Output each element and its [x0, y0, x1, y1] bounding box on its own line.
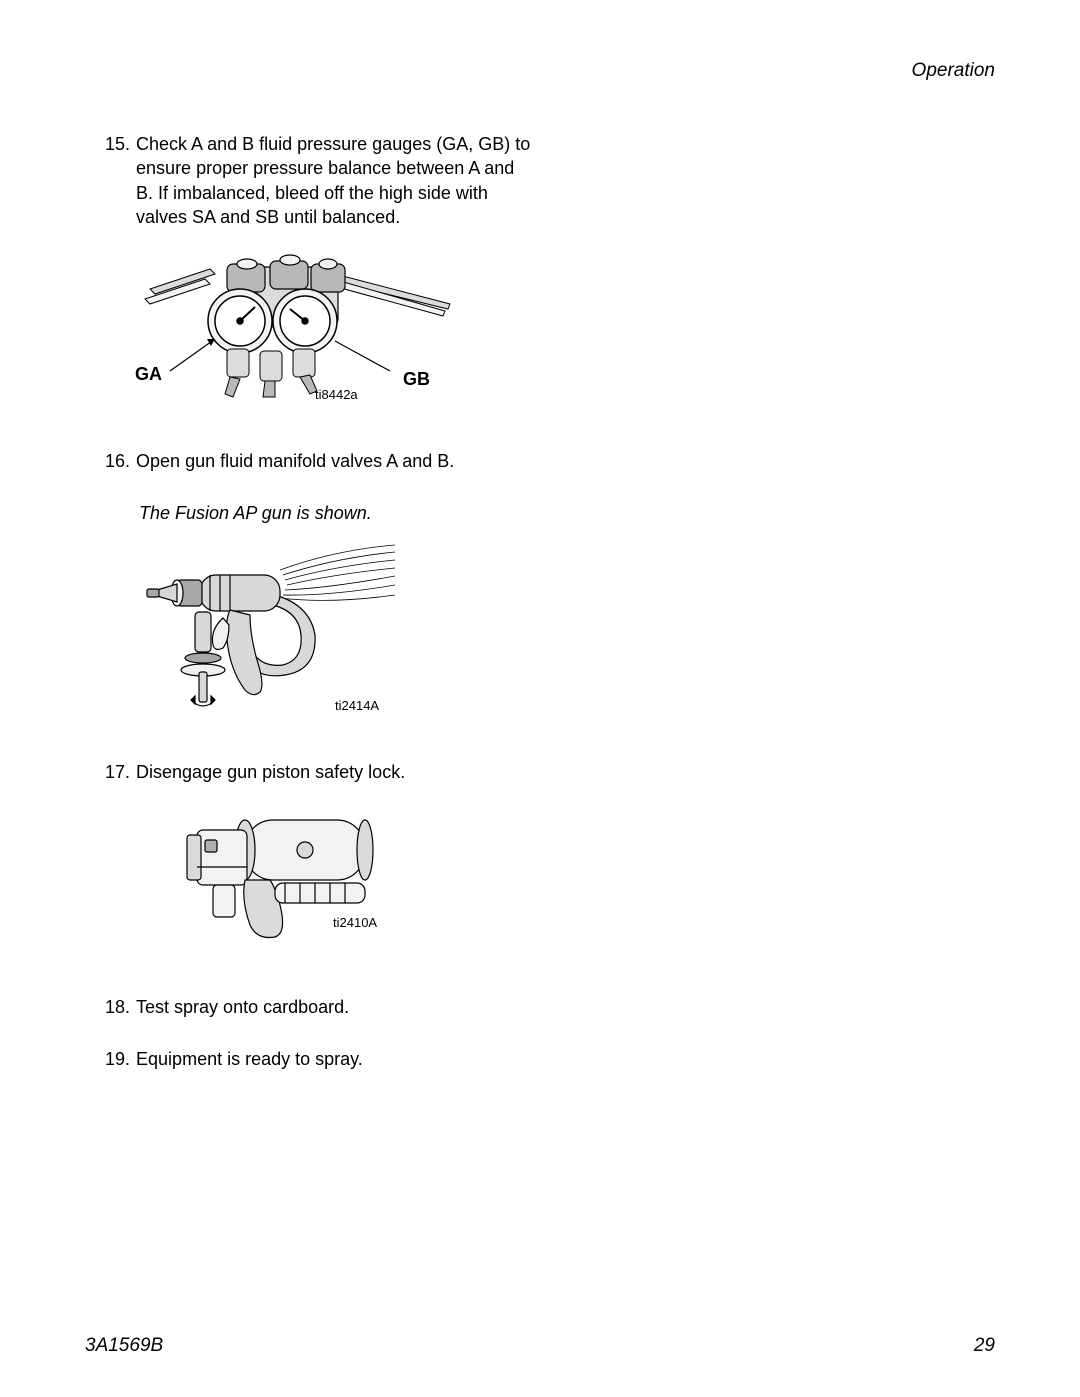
footer-doc: 3A1569B [85, 1335, 163, 1357]
step-text: Check A and B fluid pressure gauges (GA,… [136, 132, 535, 229]
step-text: Disengage gun piston safety lock. [136, 760, 535, 784]
step-num: 19. [105, 1047, 136, 1071]
label-fig1-id: ti8442a [315, 387, 358, 402]
footer: 3A1569B 29 [85, 1335, 995, 1357]
figure-note: The Fusion AP gun is shown. [139, 503, 535, 524]
label-fig2-id: ti2414A [335, 698, 379, 713]
label-ga: GA [135, 364, 162, 385]
footer-page: 29 [974, 1335, 995, 1357]
step-text: Test spray onto cardboard. [136, 995, 535, 1019]
figure-gauges: GA GB ti8442a [115, 249, 535, 419]
label-fig3-id: ti2410A [333, 915, 377, 930]
step-num: 15. [105, 132, 136, 229]
step-num: 18. [105, 995, 136, 1019]
step-15: 15. Check A and B fluid pressure gauges … [105, 132, 535, 229]
content-column: 15. Check A and B fluid pressure gauges … [105, 132, 535, 1071]
step-num: 17. [105, 760, 136, 784]
step-19: 19. Equipment is ready to spray. [105, 1047, 535, 1071]
page: Operation 15. Check A and B fluid pressu… [0, 0, 1080, 1397]
step-18: 18. Test spray onto cardboard. [105, 995, 535, 1019]
step-text: Open gun fluid manifold valves A and B. [136, 449, 535, 473]
step-num: 16. [105, 449, 136, 473]
label-gb: GB [403, 369, 430, 390]
fusion-gun-illustration [135, 540, 395, 720]
step-16: 16. Open gun fluid manifold valves A and… [105, 449, 535, 473]
figure-safety-lock: ti2410A [175, 805, 535, 965]
figure-fusion-gun: ti2414A [135, 540, 535, 730]
step-17: 17. Disengage gun piston safety lock. [105, 760, 535, 784]
header-section: Operation [105, 60, 995, 82]
step-text: Equipment is ready to spray. [136, 1047, 535, 1071]
